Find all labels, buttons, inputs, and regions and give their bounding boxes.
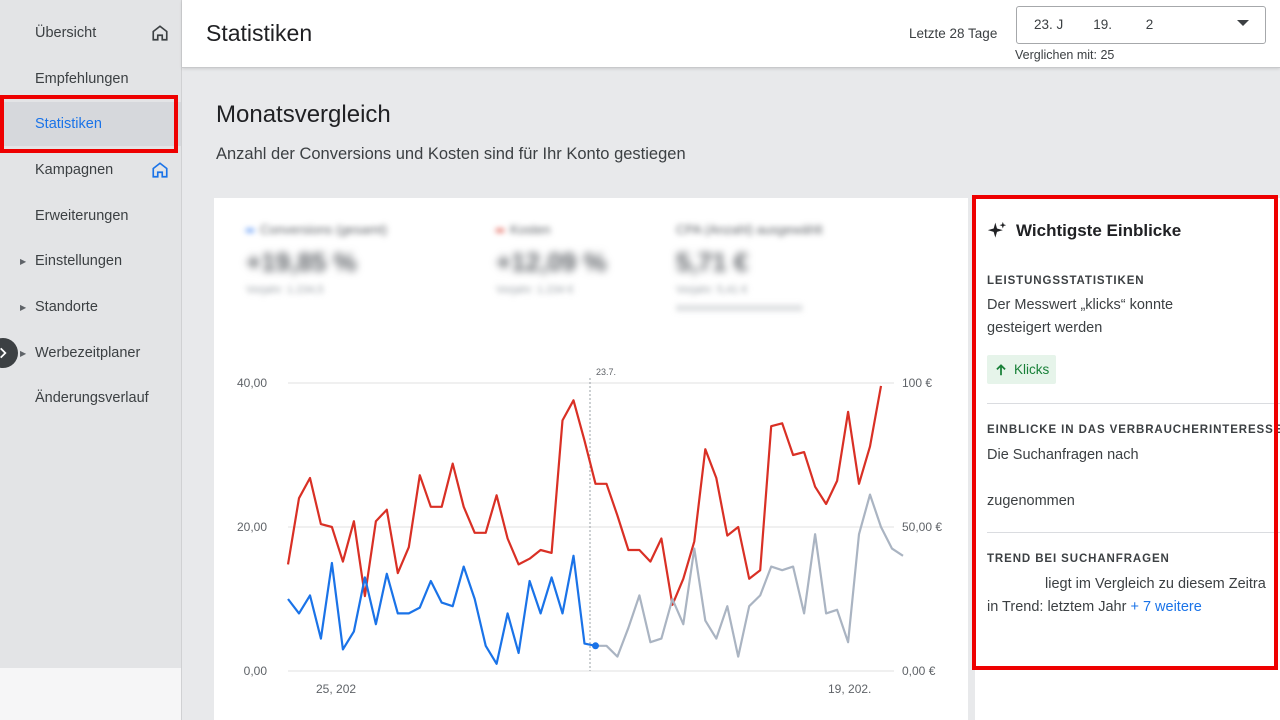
- current-point-marker[interactable]: [592, 642, 599, 650]
- insights-title-text: Wichtigste Einblicke: [1016, 221, 1182, 240]
- metric-cpa[interactable]: CPA (Anzahl) ausgewählt 5,71 € Vorjahr: …: [676, 222, 822, 314]
- page-title: Statistiken: [206, 20, 313, 46]
- metric-label: Conversions (gesamt): [260, 222, 388, 237]
- metric-value: 5,71 €: [676, 247, 749, 277]
- insights-title: Wichtigste Einblicke: [987, 221, 1181, 241]
- left-axis-tick: 40,00: [237, 376, 267, 390]
- sidebar: Übersicht Empfehlungen Statistiken Kampa…: [0, 0, 182, 720]
- sidebar-footer: [0, 668, 181, 720]
- highlight-frame-insights: [972, 195, 1278, 670]
- series-line-0[interactable]: [286, 385, 883, 606]
- insight-text: Der Messwert „klicks“ konnte: [987, 297, 1174, 313]
- insight-text: liegt im Vergleich zu diesem Zeitra: [1045, 576, 1266, 592]
- dropdown-arrow-icon: [1237, 20, 1249, 26]
- metric-sub: Vorjahr: 1.234,5: [246, 284, 324, 296]
- sidebar-item-erweiterungen[interactable]: Erweiterungen: [0, 194, 181, 238]
- right-axis-tick: 0,00 €: [902, 664, 936, 678]
- sidebar-item-label: Erweiterungen: [35, 208, 129, 224]
- metric-value: +12,09 %: [496, 247, 607, 277]
- sidebar-item-aenderungsverlauf[interactable]: Änderungsverlauf: [0, 376, 181, 420]
- series-line-1[interactable]: [287, 554, 596, 665]
- insight-section-label: TREND BEI SUCHANFRAGEN: [987, 553, 1170, 565]
- sidebar-item-label: Kampagnen: [35, 162, 114, 178]
- sidebar-item-statistiken[interactable]: Statistiken: [0, 102, 181, 146]
- compare-label: Verglichen mit: 25: [1015, 48, 1115, 62]
- sidebar-item-label: Empfehlungen: [35, 71, 129, 87]
- home-icon: [152, 162, 168, 178]
- x-axis-tick: 25, 202: [316, 682, 356, 696]
- metric-sub: Vorjahr: 5,41 €: [676, 284, 748, 296]
- insight-text: Die Suchanfragen nach: [987, 447, 1139, 463]
- series-line-2[interactable]: [595, 493, 904, 658]
- insight-chip-klicks[interactable]: Klicks: [987, 355, 1057, 384]
- metric-kosten[interactable]: Kosten +12,09 % Vorjahr: 1.234 €: [496, 222, 607, 296]
- chip-label: Klicks: [1014, 362, 1050, 377]
- left-axis-tick: 0,00: [244, 664, 268, 678]
- right-axis-tick: 100 €: [902, 376, 932, 390]
- divider: [987, 403, 1280, 404]
- divider: [987, 532, 1280, 533]
- date-range-select[interactable]: 23. J 19. 2: [1016, 6, 1266, 44]
- expand-sidebar-button[interactable]: [0, 338, 18, 368]
- sidebar-item-label: Statistiken: [35, 116, 102, 132]
- metric-sub: Vorjahr: 1.234 €: [496, 284, 574, 296]
- sidebar-item-werbezeitplaner[interactable]: ▶ Werbezeitplaner: [0, 331, 181, 375]
- metric-sub-2: xxxxxxxxxxxxxxxxxxxxxxx: [676, 302, 803, 314]
- insight-text: gesteigert werden: [987, 320, 1103, 336]
- top-header: Statistiken Letzte 28 Tage 23. J 19. 2 V…: [182, 0, 1280, 68]
- x-axis-tick: 19, 202.: [828, 682, 871, 696]
- expand-arrow-icon: ▶: [20, 256, 27, 266]
- insight-section-label: EINBLICKE IN DAS VERBRAUCHERINTERESSE: [987, 424, 1280, 436]
- insight-text: in Trend: letztem Jahr + 7 weitere: [987, 596, 1202, 619]
- sidebar-item-label: Standorte: [35, 299, 98, 315]
- insights-panel: Wichtigste Einblicke LEISTUNGSSTATISTIKE…: [975, 198, 1280, 720]
- more-insights-link[interactable]: + 7 weitere: [1130, 599, 1202, 615]
- series-layer: [286, 385, 904, 665]
- date-range-value: 23. J 19. 2: [1034, 17, 1154, 32]
- insight-text-part: in Trend: letztem Jahr: [987, 599, 1127, 615]
- sidebar-item-label: Werbezeitplaner: [35, 345, 141, 361]
- metric-conversions[interactable]: Conversions (gesamt) +19,85 % Vorjahr: 1…: [246, 222, 387, 296]
- section-subheading: Anzahl der Conversions und Kosten sind f…: [216, 145, 686, 163]
- sidebar-item-standorte[interactable]: ▶ Standorte: [0, 285, 181, 329]
- line-chart: 23.7. 40,00 20,00 0,00 100 € 50,00 € 0,0…: [237, 367, 942, 696]
- sidebar-item-kampagnen[interactable]: Kampagnen: [0, 148, 181, 192]
- sidebar-item-label: Einstellungen: [35, 253, 123, 269]
- expand-arrow-icon: ▶: [20, 348, 27, 358]
- right-axis-tick: 50,00 €: [902, 520, 942, 534]
- date-marker-label: 23.7.: [596, 367, 616, 377]
- series-color-dot: [246, 229, 254, 233]
- chevron-right-icon: [0, 347, 7, 359]
- highlight-frame-statistiken: [0, 95, 178, 153]
- series-color-dot: [496, 229, 504, 233]
- arrow-up-icon: [996, 363, 1006, 375]
- metric-label: Kosten: [510, 222, 551, 237]
- expand-arrow-icon: ▶: [20, 302, 27, 312]
- period-label: Letzte 28 Tage: [909, 26, 998, 41]
- sparkle-icon: [987, 221, 1007, 238]
- metrics-summary: Conversions (gesamt) +19,85 % Vorjahr: 1…: [214, 198, 909, 348]
- sidebar-item-label: Änderungsverlauf: [35, 390, 149, 406]
- metric-value: +19,85 %: [246, 247, 357, 277]
- sidebar-item-einstellungen[interactable]: ▶ Einstellungen: [0, 239, 181, 283]
- insight-text: zugenommen: [987, 493, 1075, 509]
- sidebar-item-label: Übersicht: [35, 25, 97, 41]
- metric-label: CPA (Anzahl) ausgewählt: [676, 222, 823, 237]
- section-heading: Monatsvergleich: [216, 101, 391, 128]
- insight-section-label: LEISTUNGSSTATISTIKEN: [987, 275, 1145, 287]
- home-icon: [152, 25, 168, 41]
- sidebar-item-empfehlungen[interactable]: Empfehlungen: [0, 57, 181, 101]
- sidebar-item-uebersicht[interactable]: Übersicht: [0, 11, 181, 55]
- left-axis-tick: 20,00: [237, 520, 267, 534]
- chart-card: Conversions (gesamt) +19,85 % Vorjahr: 1…: [214, 198, 968, 720]
